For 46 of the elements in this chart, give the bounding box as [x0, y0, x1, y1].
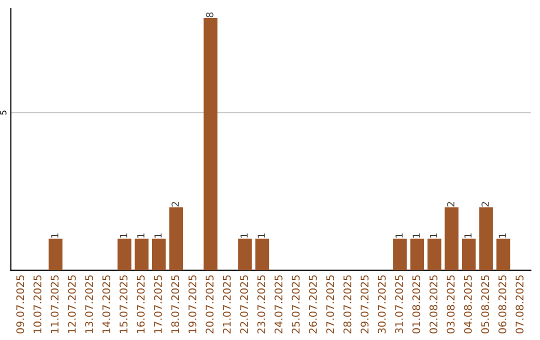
data-label: 1	[258, 233, 265, 238]
x-tick-label: 29.07.2025	[360, 275, 369, 334]
x-tick-label: 20.07.2025	[206, 275, 214, 334]
x-tick-label: 11.07.2025	[50, 275, 59, 333]
x-tick-label: 24.07.2025	[274, 275, 282, 334]
data-label: 1	[154, 233, 162, 238]
x-tick-label: 06.08.2025	[498, 275, 506, 334]
x-tick-label: 18.07.2025	[171, 275, 180, 333]
x-tick-label: 30.07.2025	[378, 275, 386, 334]
x-tick-label: 02.08.2025	[430, 275, 438, 334]
x-tick-label: 13.07.2025	[85, 275, 94, 333]
data-label: 1	[464, 233, 472, 238]
data-label: 8	[206, 12, 214, 18]
data-label: 2	[482, 202, 489, 207]
data-label: 2	[172, 202, 179, 207]
x-tick-label: 26.07.2025	[309, 275, 317, 334]
x-tick-label: 23.07.2025	[257, 275, 266, 334]
data-label: 1	[396, 233, 403, 238]
data-label: 1	[430, 233, 438, 238]
x-tick-label: 31.07.2025	[395, 275, 403, 334]
x-tick-label: 09.07.2025	[16, 275, 24, 334]
data-label: 1	[412, 233, 420, 238]
x-tick-label: 12.07.2025	[68, 275, 76, 333]
data-label: 1	[51, 233, 58, 238]
data-label: 1	[498, 233, 506, 238]
x-tick-label: 16.07.2025	[136, 275, 145, 333]
data-label: 1	[240, 233, 248, 238]
x-tick-label: 22.07.2025	[240, 275, 248, 334]
x-tick-label: 14.07.2025	[102, 275, 110, 333]
x-tick-label: 07.08.2025	[516, 275, 524, 334]
x-tick-label: 03.08.2025	[446, 275, 455, 334]
x-tick-label: 05.08.2025	[481, 275, 490, 334]
x-tick-label: 25.07.2025	[292, 275, 300, 334]
data-label: 2	[447, 202, 454, 207]
x-tick-label: 10.07.2025	[33, 275, 42, 333]
x-tick-label: 19.07.2025	[188, 275, 196, 333]
x-tick-label: 28.07.2025	[343, 275, 352, 334]
x-tick-label: 04.08.2025	[464, 275, 472, 334]
x-tick-label: 17.07.2025	[154, 275, 162, 333]
x-tick-label: 15.07.2025	[120, 275, 128, 333]
data-label: 1	[137, 233, 144, 238]
data-label: 1	[120, 233, 128, 238]
y-tick-label: 5	[0, 110, 6, 115]
x-tick-label: 27.07.2025	[326, 275, 334, 334]
x-tick-label: 01.08.2025	[412, 275, 420, 334]
x-tick-label: 21.07.2025	[222, 275, 231, 334]
